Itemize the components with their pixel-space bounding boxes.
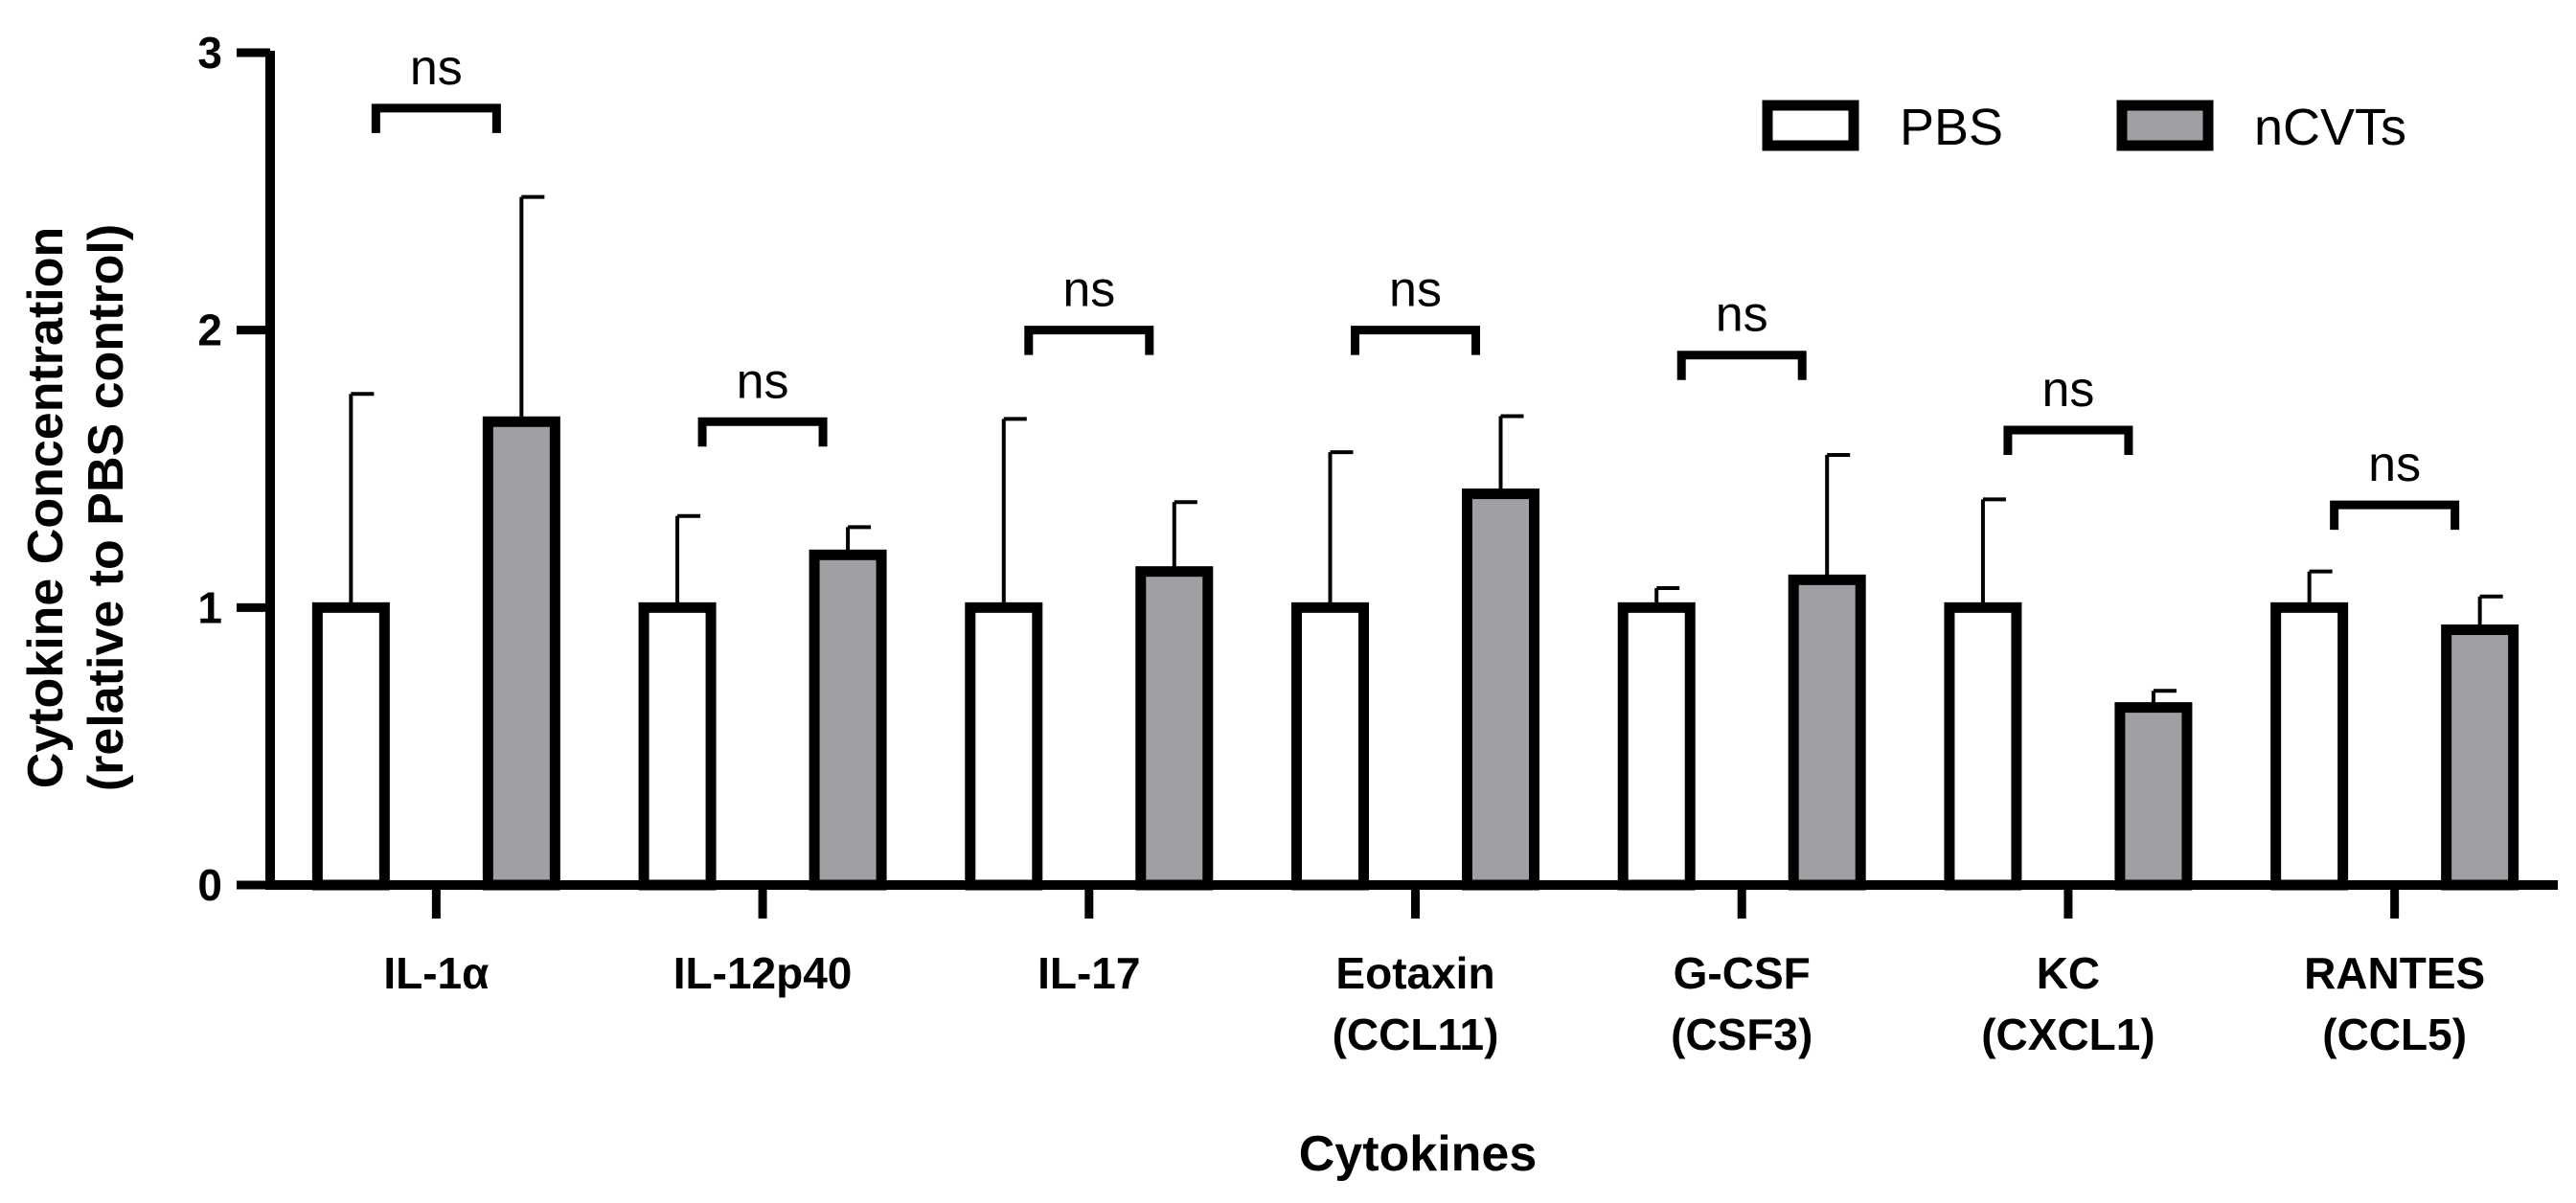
bar-pbs (2270, 602, 2349, 891)
x-axis-title: Cytokines (1299, 1126, 1538, 1182)
significance-label: ns (1716, 287, 1768, 343)
bar-pbs (965, 602, 1043, 891)
bar-pbs (1944, 602, 2022, 891)
legend-label-ncvts: nCVTs (2254, 99, 2406, 156)
category-label: (CXCL1) (1981, 1010, 2154, 1059)
bar-pbs (311, 602, 390, 891)
significance-label: ns (2368, 437, 2421, 492)
category-label: IL-12p40 (673, 948, 853, 998)
category-label: IL-17 (1037, 948, 1140, 998)
y-tick-label: 1 (197, 582, 222, 632)
category-group (311, 194, 560, 891)
legend-swatch-ncvts (2116, 100, 2214, 151)
significance-label: ns (2041, 362, 2094, 418)
category-label: (CCL5) (2322, 1010, 2467, 1059)
bar-ncvts (482, 416, 560, 891)
legend-label-pbs: PBS (1900, 99, 2003, 156)
significance-label: ns (410, 40, 463, 96)
category-label: (CSF3) (1671, 1010, 1812, 1059)
significance-bracket (1676, 351, 1807, 380)
y-tick-label: 2 (197, 306, 222, 355)
category-label: G-CSF (1674, 948, 1811, 998)
significance-bracket (2003, 425, 2133, 455)
y-axis-title-line-2: (relative to PBS control) (79, 224, 134, 791)
category-label: IL-1α (383, 948, 489, 998)
significance-label: ns (1062, 262, 1115, 318)
bar-ncvts (2441, 624, 2519, 891)
significance-bracket (1351, 326, 1480, 355)
category-label: Eotaxin (1335, 948, 1494, 998)
bar-ncvts (1788, 574, 1866, 891)
significance-label: ns (1389, 262, 1442, 318)
bar-ncvts (2114, 702, 2193, 891)
y-axis-title: Cytokine Concentration (relative to PBS … (18, 224, 134, 791)
significance-label: ns (737, 353, 789, 409)
bar-ncvts (1462, 488, 1539, 891)
category-group (1617, 453, 1866, 891)
category-label: (CCL11) (1333, 1010, 1499, 1059)
bar-pbs (1617, 602, 1696, 891)
category-group (965, 417, 1214, 891)
legend: PBS nCVTs (1762, 99, 2406, 156)
legend-swatch-pbs (1762, 100, 1859, 151)
bar-pbs (638, 602, 717, 891)
bar-pbs (1291, 602, 1369, 891)
category-group (1291, 414, 1539, 891)
significance-bracket (2330, 500, 2460, 531)
significance-bracket (371, 103, 501, 133)
bar-ncvts (809, 549, 887, 891)
axes: IL-1α IL-12p40 IL-17 Eotaxin (CCL11) G-CSF (CS… (197, 28, 2558, 1059)
category-label: KC (2037, 948, 2100, 998)
y-tick-label: 0 (197, 860, 222, 910)
significance-bracket (697, 417, 828, 447)
significance-brackets: ns ns ns ns ns ns ns (371, 40, 2460, 531)
category-group (1944, 497, 2193, 891)
category-group (638, 513, 887, 891)
y-axis-title-line-1: Cytokine Concentration (18, 227, 74, 789)
category-group (2270, 569, 2519, 891)
category-label: RANTES (2304, 948, 2485, 998)
y-tick-label: 3 (197, 28, 222, 78)
significance-bracket (1024, 326, 1154, 355)
bar-ncvts (1135, 566, 1214, 891)
